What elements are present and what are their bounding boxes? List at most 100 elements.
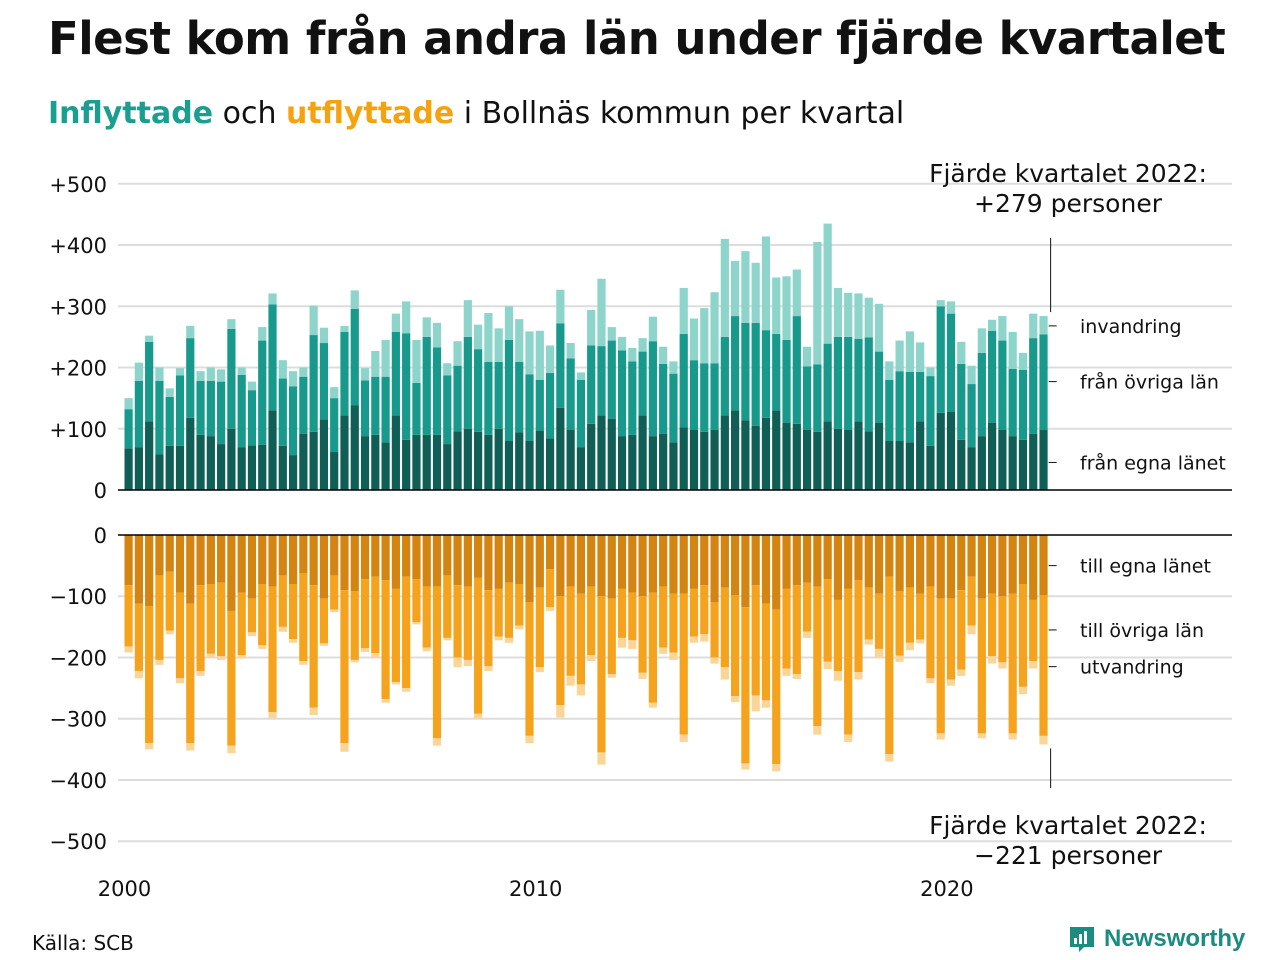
bar-out-till_ovriga_lan [432, 586, 442, 739]
bar-out-utvandring [453, 657, 462, 668]
bar-in-fran_ovriga_lan [556, 323, 565, 408]
bar-in-fran_ovriga_lan [946, 313, 956, 412]
bar-out-till_egna_lanet [967, 535, 976, 577]
bar-out-till_egna_lanet [628, 535, 637, 593]
y-tick-label-top: +300 [49, 295, 107, 319]
bar-in-fran_ovriga_lan [844, 336, 853, 430]
bar-in-fran_ovriga_lan [689, 360, 699, 430]
bar-out-till_egna_lanet [350, 535, 359, 592]
bar-out-till_ovriga_lan [926, 586, 935, 679]
bar-out-till_egna_lanet [710, 535, 719, 603]
bar-in-invandring [607, 327, 616, 341]
bar-in-fran_egna_lanet [474, 431, 483, 490]
migration-bar-chart: +500 +400 +300 +200 +100 0 0 −100 −200 −300 −400 −5… [49, 159, 1232, 901]
bar-in-fran_egna_lanet [350, 405, 359, 490]
bar-in-fran_ovriga_lan [515, 362, 524, 433]
bar-out-utvandring [977, 733, 986, 739]
bar-out-utvandring [165, 630, 174, 635]
bar-out-till_ovriga_lan [967, 576, 976, 626]
bar-in-invandring [381, 339, 390, 377]
bar-in-fran_ovriga_lan [360, 380, 370, 437]
bar-out-till_egna_lanet [720, 535, 729, 588]
bar-out-utvandring [864, 639, 873, 645]
bar-out-till_egna_lanet [689, 535, 699, 589]
bar-out-utvandring [288, 639, 298, 643]
bar-out-utvandring [422, 647, 431, 652]
bar-in-invandring [309, 305, 318, 336]
bar-out-utvandring [391, 681, 400, 685]
bar-out-till_ovriga_lan [484, 590, 493, 667]
bar-in-fran_egna_lanet [278, 445, 287, 490]
bar-out-till_egna_lanet [258, 535, 267, 584]
bar-in-fran_egna_lanet [802, 429, 812, 490]
bar-in-fran_egna_lanet [494, 428, 503, 490]
bar-out-till_egna_lanet [340, 535, 349, 591]
bar-in-fran_egna_lanet [741, 420, 750, 490]
bar-in-fran_ovriga_lan [864, 337, 873, 432]
bar-out-till_egna_lanet [700, 535, 709, 586]
bar-in-invandring [371, 350, 380, 377]
bar-in-invandring [926, 367, 935, 377]
bar-in-invandring [504, 306, 514, 340]
bar-out-till_egna_lanet [525, 535, 534, 603]
bar-in-fran_ovriga_lan [587, 345, 596, 424]
bar-out-till_egna_lanet [412, 535, 421, 580]
bar-out-till_ovriga_lan [350, 591, 359, 660]
series-label-out: utvandring [1080, 657, 1184, 679]
bar-out-till_egna_lanet [885, 535, 894, 577]
bar-out-utvandring [679, 734, 688, 742]
bar-in-invandring [710, 292, 719, 364]
bar-out-till_ovriga_lan [782, 588, 791, 669]
bar-out-till_ovriga_lan [1018, 583, 1028, 687]
bar-in-fran_ovriga_lan [1008, 368, 1017, 437]
bar-out-till_egna_lanet [854, 535, 863, 581]
bar-out-utvandring [515, 625, 524, 630]
bar-in-fran_egna_lanet [330, 452, 339, 490]
bar-in-fran_ovriga_lan [309, 335, 318, 432]
bar-in-fran_egna_lanet [628, 434, 637, 490]
bar-out-till_ovriga_lan [885, 576, 894, 755]
bar-out-till_egna_lanet [124, 535, 133, 586]
bar-out-till_egna_lanet [566, 535, 575, 587]
bar-in-invandring [792, 269, 801, 317]
bar-in-invandring [977, 328, 986, 353]
bar-out-utvandring [360, 648, 370, 652]
bar-in-invandring [617, 336, 627, 351]
bar-out-till_egna_lanet [802, 535, 812, 583]
bar-in-fran_ovriga_lan [988, 330, 997, 423]
bar-in-fran_egna_lanet [319, 419, 329, 490]
bar-in-fran_egna_lanet [165, 445, 174, 490]
bar-in-fran_ovriga_lan [1029, 338, 1038, 434]
bar-out-till_ovriga_lan [587, 586, 596, 656]
bar-in-fran_egna_lanet [422, 434, 431, 490]
bar-out-till_ovriga_lan [165, 571, 174, 631]
bar-in-fran_egna_lanet [545, 438, 555, 490]
bar-in-fran_egna_lanet [648, 436, 657, 490]
bar-out-till_egna_lanet [360, 535, 370, 580]
bar-in-fran_ovriga_lan [679, 333, 688, 428]
bar-in-invandring [946, 301, 956, 314]
bar-in-fran_ovriga_lan [474, 349, 483, 432]
bar-in-fran_ovriga_lan [854, 338, 863, 422]
bar-out-till_ovriga_lan [1029, 599, 1038, 662]
bar-out-utvandring [844, 734, 853, 742]
bar-out-utvandring [926, 678, 935, 684]
bar-out-till_ovriga_lan [371, 576, 380, 654]
chart-title: Flest kom från andra län under fjärde kv… [48, 12, 1226, 65]
bar-in-fran_ovriga_lan [402, 333, 411, 440]
bar-out-utvandring [1039, 735, 1048, 745]
bar-in-fran_egna_lanet [761, 417, 771, 490]
bar-in-fran_egna_lanet [402, 439, 411, 490]
bar-in-invandring [165, 388, 174, 397]
bar-out-utvandring [854, 672, 863, 680]
bar-out-till_ovriga_lan [720, 587, 729, 668]
bar-out-utvandring [946, 679, 956, 686]
bar-in-fran_ovriga_lan [741, 322, 750, 421]
bar-out-till_ovriga_lan [905, 587, 914, 643]
bar-out-till_ovriga_lan [597, 596, 606, 753]
bar-out-till_ovriga_lan [443, 575, 452, 638]
y-tick-label-bottom: −500 [49, 830, 107, 854]
series-label-in: från övriga län [1080, 371, 1219, 394]
bar-in-fran_egna_lanet [638, 415, 647, 490]
bar-out-utvandring [566, 675, 575, 686]
